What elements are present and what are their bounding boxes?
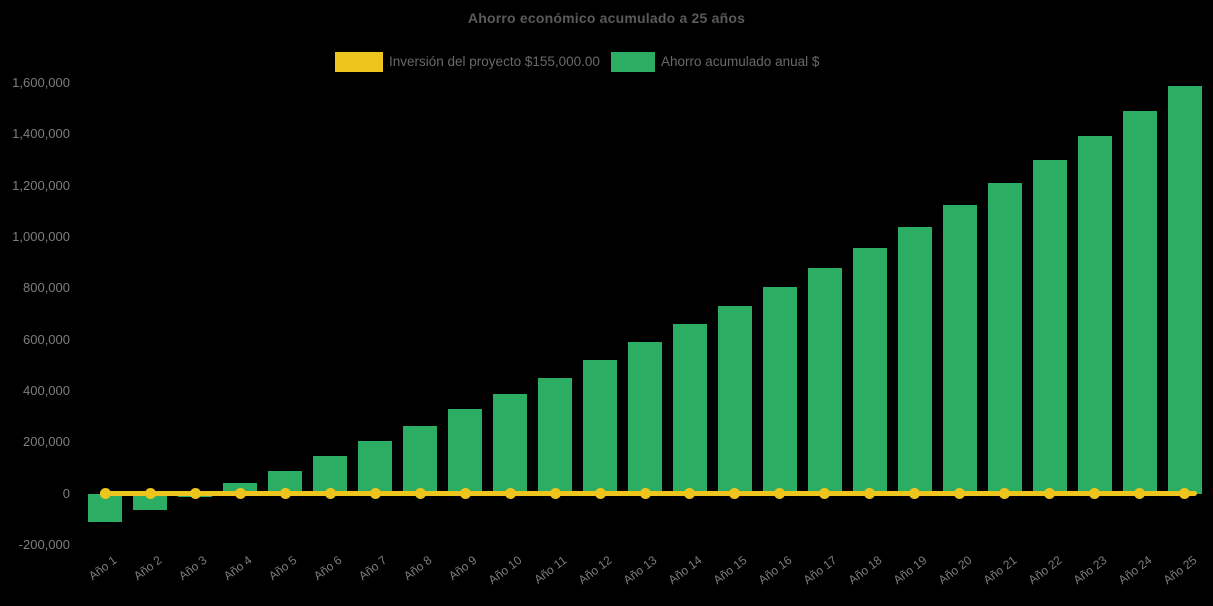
investment-line-marker xyxy=(864,488,876,500)
bar-ano-22 xyxy=(1032,160,1067,494)
chart-title: Ahorro económico acumulado a 25 años xyxy=(467,10,746,26)
investment-line-marker xyxy=(684,488,696,500)
investment-line-marker xyxy=(234,488,246,500)
bar-ano-6 xyxy=(313,455,348,494)
bar-ano-21 xyxy=(987,183,1022,494)
investment-line-marker xyxy=(909,488,921,500)
investment-line-marker xyxy=(1134,488,1146,500)
investment-line-marker xyxy=(324,488,336,500)
investment-line-marker xyxy=(1089,488,1101,500)
bar-ano-19 xyxy=(897,227,932,494)
y-tick-label: 600,000 xyxy=(23,331,70,347)
investment-line-marker xyxy=(954,488,966,500)
bar-ano-7 xyxy=(358,441,393,494)
y-tick-label: 1,000,000 xyxy=(12,229,70,244)
y-tick-label: 1,400,000 xyxy=(12,126,70,142)
investment-line-marker xyxy=(1179,488,1191,500)
investment-line-marker xyxy=(639,488,651,500)
bar-ano-25 xyxy=(1167,86,1202,494)
y-tick-label: 200,000 xyxy=(23,434,70,450)
bar-ano-9 xyxy=(448,409,483,494)
investment-line-marker xyxy=(414,488,426,500)
legend-swatch-investment xyxy=(335,52,383,72)
investment-line-marker xyxy=(189,488,201,500)
y-tick-label: 0 xyxy=(62,485,70,501)
bar-ano-10 xyxy=(493,393,528,494)
bar-ano-13 xyxy=(628,342,662,494)
investment-line-marker xyxy=(144,488,156,500)
legend-label-savings: Ahorro acumulado anual $ xyxy=(661,54,820,69)
bar-ano-12 xyxy=(583,360,618,494)
investment-line-marker xyxy=(594,488,606,500)
investment-line-marker xyxy=(1044,488,1056,500)
bar-ano-15 xyxy=(717,305,752,494)
bar-ano-16 xyxy=(762,287,797,494)
bar-ano-24 xyxy=(1122,111,1157,494)
bar-ano-11 xyxy=(538,378,573,494)
bar-ano-2 xyxy=(133,493,168,511)
investment-line-marker xyxy=(999,488,1011,500)
investment-line-marker xyxy=(504,488,516,500)
investment-line-marker xyxy=(99,488,111,500)
y-tick-label: -200,000 xyxy=(18,537,70,552)
legend-label-investment: Inversión del proyecto $155,000.00 xyxy=(389,54,600,69)
investment-line-marker xyxy=(819,488,831,500)
bar-ano-5 xyxy=(268,470,303,494)
y-tick-label: 1,600,000 xyxy=(12,75,70,90)
bar-ano-8 xyxy=(403,425,438,494)
investment-line-marker xyxy=(459,488,471,500)
bar-ano-17 xyxy=(807,267,842,494)
bar-ano-18 xyxy=(852,247,887,494)
investment-line-marker xyxy=(774,488,786,500)
y-tick-label: 400,000 xyxy=(23,383,70,398)
investment-line-marker xyxy=(369,488,381,500)
y-tick-label: 1,200,000 xyxy=(12,177,70,193)
bar-ano-20 xyxy=(942,204,977,494)
investment-line-marker xyxy=(279,488,291,500)
bar-ano-23 xyxy=(1077,136,1112,494)
investment-line-marker xyxy=(729,488,741,500)
bar-ano-14 xyxy=(672,324,707,494)
investment-line-marker xyxy=(549,488,561,500)
y-tick-label: 800,000 xyxy=(23,280,70,296)
legend-swatch-savings xyxy=(611,52,655,72)
